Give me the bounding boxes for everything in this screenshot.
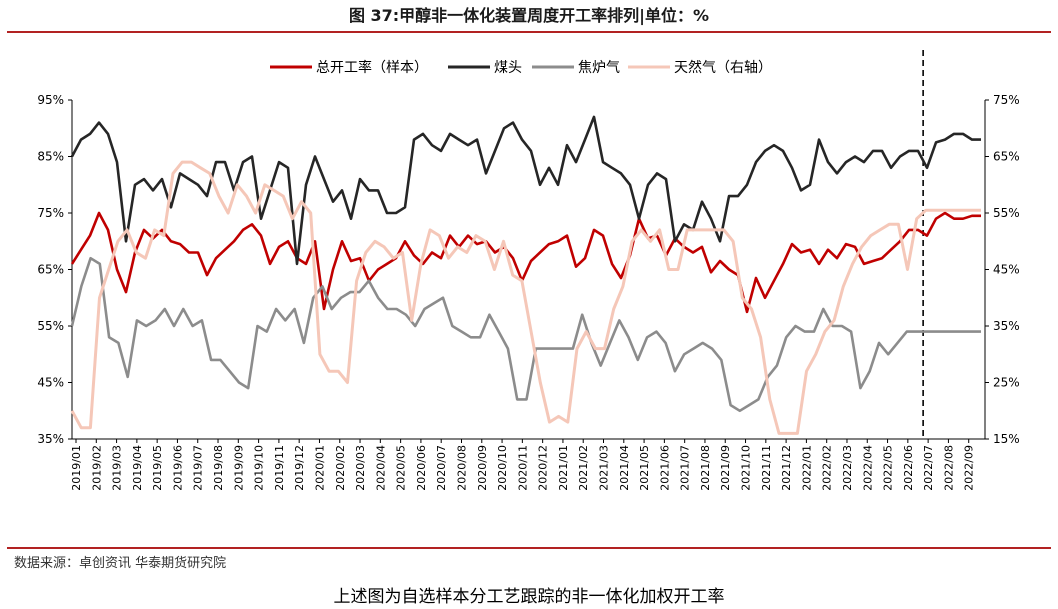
y-left-tick-label: 35%: [37, 432, 64, 446]
y-right-tick-label: 75%: [993, 93, 1020, 107]
axes: 35% 45% 55% 65% 75% 85% 95% 15% 25% 35% 45% 55% 65% 7…: [37, 50, 1020, 491]
x-tick-label: 2020/06: [415, 445, 428, 491]
series-lines: [70, 115, 981, 435]
x-tick-label: 2021/02: [577, 445, 590, 491]
x-tick-label: 2019/10: [253, 445, 266, 491]
x-tick-label: 2019/07: [192, 445, 205, 491]
y-left-tick-label: 75%: [37, 206, 64, 220]
x-tick-label: 2019/09: [232, 445, 245, 491]
x-tick-label: 2021/10: [740, 445, 753, 491]
x-tick-label: 2022/09: [963, 445, 976, 491]
legend-label: 天然气（右轴）: [674, 59, 772, 76]
x-tick-label: 2020/10: [496, 445, 509, 491]
legend-label: 焦炉气: [578, 60, 620, 76]
chart-title: 图 37:甲醇非一体化装置周度开工率排列|单位：%: [348, 6, 710, 25]
x-tick-label: 2021/09: [719, 445, 732, 491]
x-tick-label: 2020/07: [435, 445, 448, 491]
y-right-tick-label: 55%: [993, 206, 1020, 220]
y-left-tick-label: 95%: [37, 93, 64, 107]
x-tick-label: 2022/01: [800, 445, 813, 491]
x-tick-label: 2022/04: [861, 445, 874, 491]
chart-area: 总开工率（样本） 煤头 焦炉气 天然气（右轴） 35% 45% 55% 65% 75% 85% 9…: [37, 50, 1020, 491]
x-tick-label: 2019/11: [273, 445, 286, 491]
legend: 总开工率（样本） 煤头 焦炉气 天然气（右轴）: [270, 59, 772, 76]
x-tick-label: 2020/11: [516, 445, 529, 491]
x-tick-label: 2019/01: [70, 445, 83, 491]
x-tick-label: 2022/05: [882, 445, 895, 491]
y-left-tick-label: 65%: [37, 263, 64, 277]
x-tick-label: 2021/04: [618, 445, 631, 491]
bottom-rule: [7, 547, 1051, 549]
x-tick-label: 2019/12: [293, 445, 306, 491]
x-tick-label: 2020/12: [537, 445, 550, 491]
y-right-tick-label: 15%: [993, 432, 1020, 446]
x-tick-label: 2021/05: [638, 445, 651, 491]
x-tick-label: 2022/08: [942, 445, 955, 491]
x-tick-label: 2020/08: [455, 445, 468, 491]
x-tick-label: 2021/01: [557, 445, 570, 491]
x-tick-label: 2020/04: [374, 445, 387, 491]
x-tick-label: 2020/01: [313, 445, 326, 491]
x-tick-label: 2022/02: [821, 445, 834, 491]
y-right-tick-label: 25%: [993, 376, 1020, 390]
x-tick-label: 2019/05: [151, 445, 164, 491]
series-line-0: [70, 211, 981, 314]
x-tick-label: 2021/08: [699, 445, 712, 491]
x-tick-label: 2020/05: [395, 445, 408, 491]
x-tick-label: 2021/11: [760, 445, 773, 491]
top-rule: [7, 31, 1051, 33]
source-note: 数据来源：卓创资讯 华泰期货研究院: [14, 556, 227, 571]
x-tick-label: 2020/02: [334, 445, 347, 491]
x-tick-label: 2022/03: [841, 445, 854, 491]
x-tick-label: 2020/03: [354, 445, 367, 491]
y-right-tick-label: 65%: [993, 150, 1020, 164]
x-tick-label: 2019/04: [131, 445, 144, 491]
x-tick-label: 2020/09: [476, 445, 489, 491]
x-tick-label: 2021/07: [679, 445, 692, 491]
y-right-tick-label: 35%: [993, 319, 1020, 333]
x-tick-label: 2022/06: [902, 445, 915, 491]
y-right-tick-label: 45%: [993, 263, 1020, 277]
legend-label: 煤头: [494, 60, 522, 76]
x-tick-label: 2021/12: [780, 445, 793, 491]
y-left-tick-label: 55%: [37, 319, 64, 333]
x-tick-label: 2019/06: [171, 445, 184, 491]
caption: 上述图为自选样本分工艺跟踪的非一体化加权开工率: [333, 587, 725, 607]
series-line-1: [70, 115, 981, 266]
x-tick-label: 2022/07: [922, 445, 935, 491]
x-tick-label: 2021/03: [598, 445, 611, 491]
legend-label: 总开工率（样本）: [316, 59, 428, 76]
y-left-tick-label: 45%: [37, 376, 64, 390]
y-left-tick-label: 85%: [37, 150, 64, 164]
x-tick-label: 2019/08: [212, 445, 225, 491]
x-tick-label: 2021/06: [658, 445, 671, 491]
x-tick-label: 2019/03: [111, 445, 124, 491]
series-line-2: [70, 256, 981, 413]
series-line-3: [70, 160, 981, 435]
x-tick-label: 2019/02: [90, 445, 103, 491]
